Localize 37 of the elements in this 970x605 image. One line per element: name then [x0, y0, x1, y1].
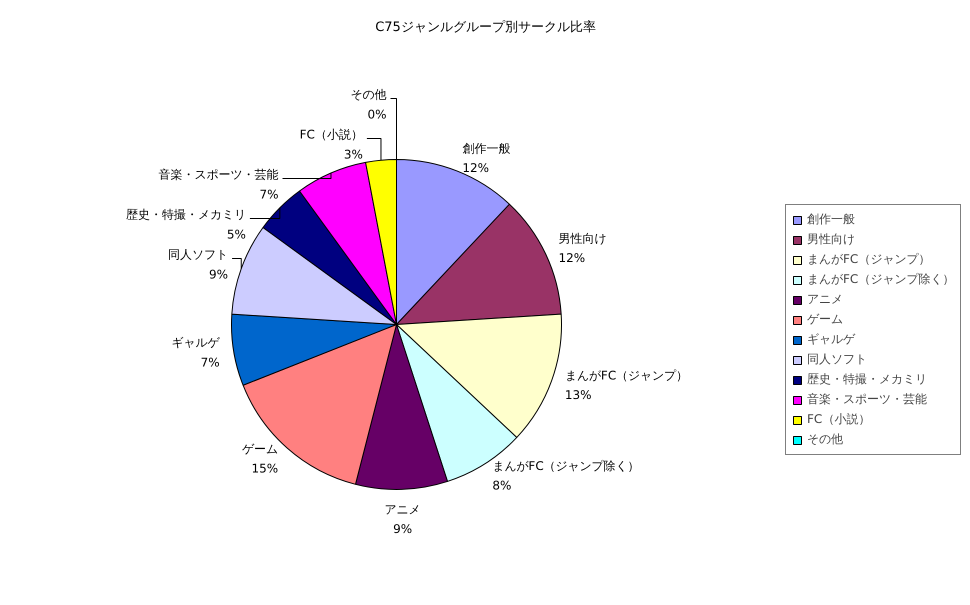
legend-label: まんがFC（ジャンプ除く） [807, 271, 954, 288]
legend-label: 歴史・特撮・メカミリ [807, 371, 927, 388]
data-label: 12% [558, 251, 586, 266]
legend-label: 男性向け [807, 231, 855, 248]
legend-label: 音楽・スポーツ・芸能 [807, 391, 927, 408]
data-label: 3% [344, 147, 363, 162]
data-label: 8% [492, 478, 512, 492]
data-label: 9% [209, 267, 228, 282]
slice-label: まんがFC（ジャンプ） [564, 368, 688, 382]
slice-label: ギャルゲ [172, 336, 221, 350]
data-label: 7% [200, 355, 220, 370]
slice-label: 音楽・スポーツ・芸能 [158, 168, 279, 182]
text: 0% [367, 107, 387, 122]
slice-label: まんがFC（ジャンプ除く） [492, 458, 640, 473]
slice-label: 創作一般 [462, 141, 510, 156]
category-label: その他 [350, 88, 386, 102]
data-label: 7% [259, 187, 279, 202]
legend-label: 同人ソフト [807, 351, 867, 368]
legend-label: ギャルゲ [807, 331, 855, 348]
legend-label: アニメ [807, 291, 843, 308]
chart-title: C75ジャンルグループ別サークル比率 [375, 19, 596, 35]
data-label: 15% [251, 462, 278, 476]
legend-label: ゲーム [807, 311, 843, 328]
slice-label: 歴史・特撮・メカミリ [126, 208, 246, 222]
data-label: 13% [564, 388, 592, 402]
legend-label: まんがFC（ジャンプ） [807, 251, 930, 268]
legend-label: FC（小説） [807, 411, 870, 428]
data-label: 5% [226, 227, 246, 242]
data-label: 9% [393, 522, 412, 536]
data-label: 12% [462, 160, 490, 175]
slice-label: FC（小説） [300, 128, 363, 142]
slice-label: 男性向け [558, 231, 606, 246]
slice-label: ゲーム [242, 442, 278, 456]
slice-label: 同人ソフト [168, 248, 228, 262]
slice-label: アニメ [384, 502, 421, 517]
legend-label: 創作一般 [807, 211, 855, 228]
legend-label: その他 [807, 431, 843, 448]
